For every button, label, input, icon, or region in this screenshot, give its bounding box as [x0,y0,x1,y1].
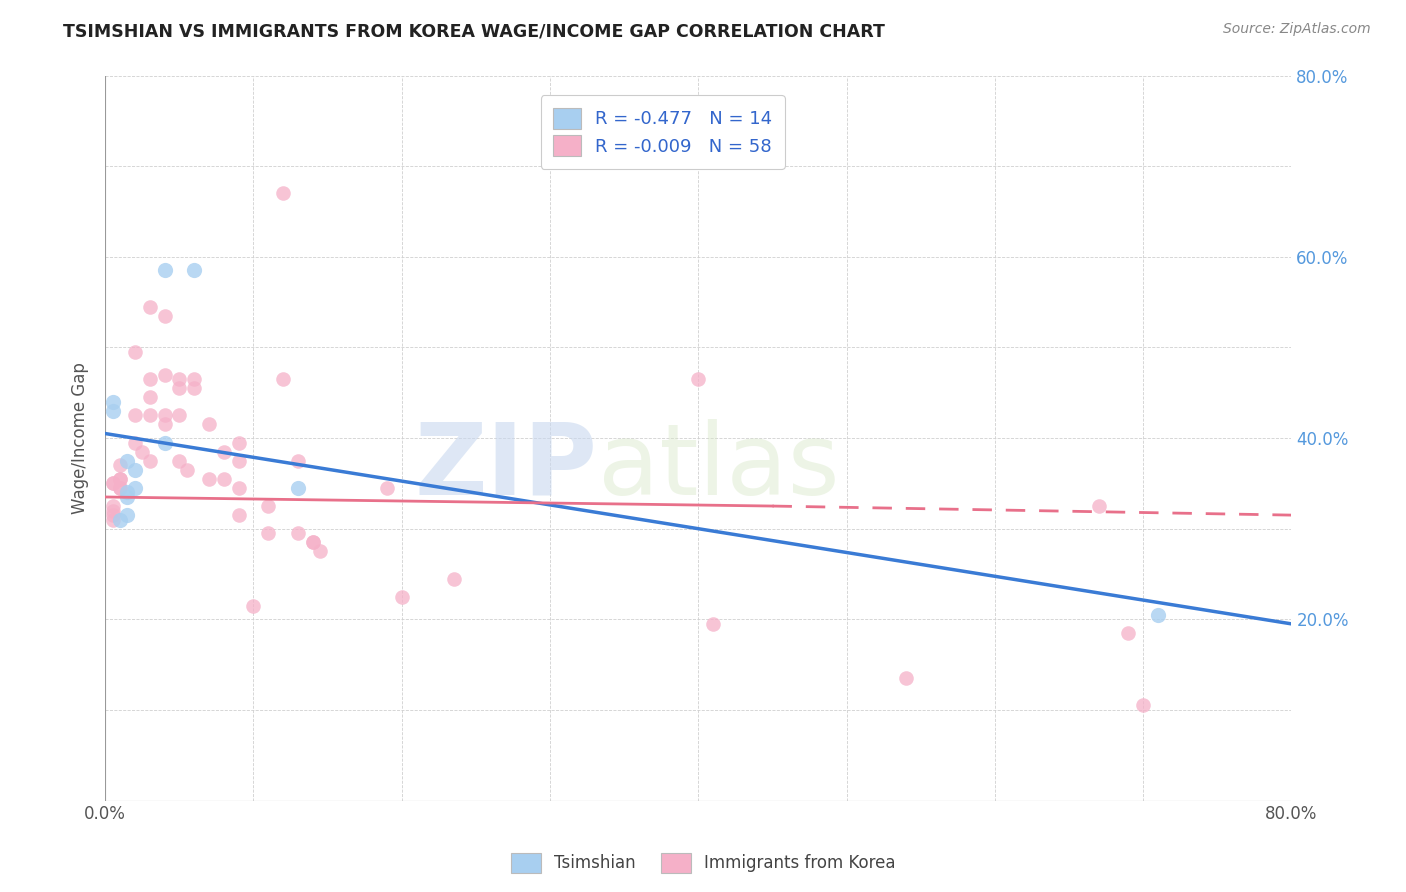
Point [391,590,413,604]
Legend: R = -0.477   N = 14, R = -0.009   N = 58: R = -0.477 N = 14, R = -0.009 N = 58 [541,95,785,169]
Point [212,444,235,458]
Point [1132,698,1154,713]
Point [228,508,250,522]
Point [183,381,205,395]
Point [108,458,131,473]
Point [228,435,250,450]
Point [212,472,235,486]
Point [257,526,280,541]
Point [124,409,146,423]
Point [301,535,323,549]
Point [108,472,131,486]
Point [117,508,139,522]
Point [153,417,176,432]
Point [124,463,146,477]
Point [101,404,124,418]
Point [169,372,191,386]
Point [101,499,124,513]
Point [108,472,131,486]
Point [183,372,205,386]
Point [198,417,221,432]
Text: Source: ZipAtlas.com: Source: ZipAtlas.com [1223,22,1371,37]
Point [375,481,398,495]
Point [169,409,191,423]
Point [101,513,124,527]
Point [309,544,332,558]
Point [124,345,146,359]
Point [101,394,124,409]
Point [124,481,146,495]
Point [101,476,124,491]
Point [443,572,465,586]
Point [117,490,139,504]
Point [1147,607,1170,622]
Point [117,485,139,500]
Point [153,263,176,277]
Point [702,616,724,631]
Point [287,454,309,468]
Point [301,535,323,549]
Point [287,481,309,495]
Point [169,454,191,468]
Point [138,372,160,386]
Point [138,454,160,468]
Point [228,481,250,495]
Point [153,435,176,450]
Text: atlas: atlas [598,418,839,516]
Text: TSIMSHIAN VS IMMIGRANTS FROM KOREA WAGE/INCOME GAP CORRELATION CHART: TSIMSHIAN VS IMMIGRANTS FROM KOREA WAGE/… [63,22,886,40]
Point [138,409,160,423]
Point [287,526,309,541]
Point [894,671,917,685]
Legend: Tsimshian, Immigrants from Korea: Tsimshian, Immigrants from Korea [503,847,903,880]
Point [1087,499,1109,513]
Point [169,381,191,395]
Point [153,309,176,323]
Point [108,481,131,495]
Point [101,503,124,517]
Point [101,476,124,491]
Point [198,472,221,486]
Point [176,463,198,477]
Point [117,454,139,468]
Point [688,372,710,386]
Point [153,368,176,382]
Point [257,499,280,513]
Point [153,409,176,423]
Point [138,300,160,314]
Point [131,444,153,458]
Point [108,513,131,527]
Point [124,435,146,450]
Point [271,372,294,386]
Y-axis label: Wage/Income Gap: Wage/Income Gap [72,362,89,514]
Point [242,599,264,613]
Point [1118,626,1140,640]
Point [108,481,131,495]
Text: ZIP: ZIP [415,418,598,516]
Point [271,186,294,201]
Point [138,390,160,404]
Point [183,263,205,277]
Point [101,508,124,522]
Point [228,454,250,468]
